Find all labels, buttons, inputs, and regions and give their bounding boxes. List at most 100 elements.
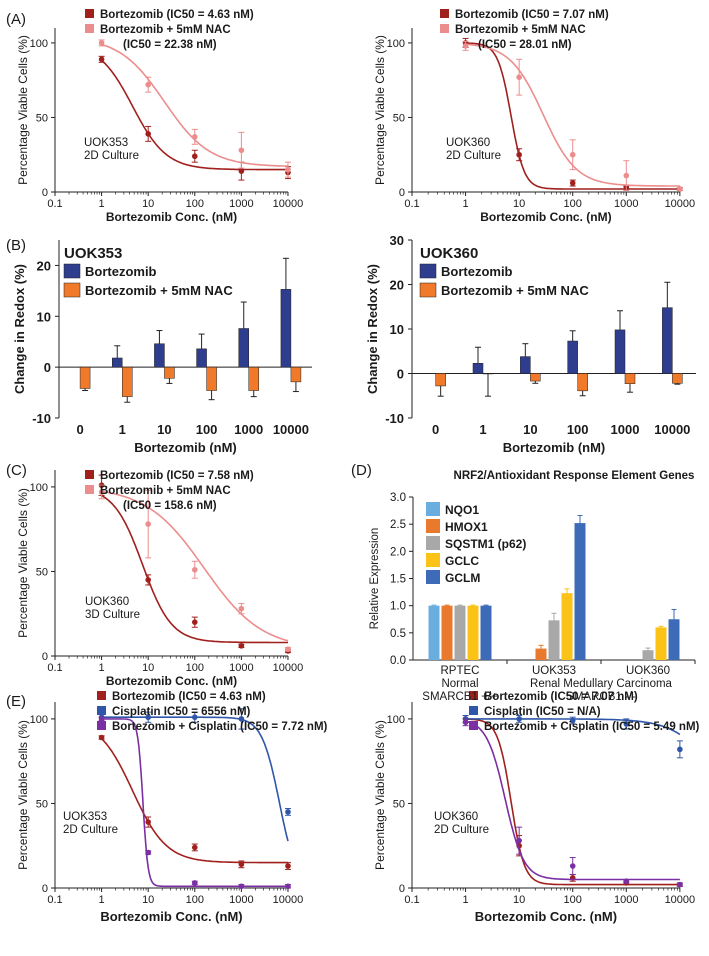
chart-d: 0.0 0.5 1.0 1.5 2.0 2.5 3.0 NRF2/Antioxidant Re… <box>369 470 696 703</box>
series-cisplatin-ic50-6556-nm <box>98 708 291 842</box>
data-point <box>145 577 151 583</box>
bar-bortezomib <box>154 343 165 368</box>
cell-line-annotation: 2D Culture <box>434 824 489 836</box>
series-bortezomib-ic50-7-58-nm <box>98 474 291 654</box>
series-cisplatin-ic50-n-a <box>462 715 683 759</box>
legend-label: Cisplatin (IC50 = N/A) <box>484 706 601 718</box>
x-tick-label: 10 <box>142 662 154 674</box>
category-label: 10000 <box>273 422 309 437</box>
y-tick-label: 2.5 <box>390 519 406 531</box>
category-label: 1 <box>479 422 486 437</box>
bar-bortezomib <box>472 363 484 374</box>
data-point <box>623 878 630 885</box>
legend-ic50-note: (IC50 = 158.6 nM) <box>123 500 217 512</box>
legend-swatch <box>426 519 440 533</box>
legend-label: Bortezomib (IC50 = 7.07 nM) <box>484 691 638 703</box>
bar-hmox1 <box>535 648 547 660</box>
y-tick-label: 100 <box>30 714 48 726</box>
x-tick-label: 10000 <box>273 662 304 674</box>
category-label: 100 <box>196 422 218 437</box>
chart-title: UOK353 <box>64 245 122 262</box>
y-axis-label: Percentage Viable Cells (%) <box>16 488 30 638</box>
legend-swatch <box>469 706 478 715</box>
category-label: 10 <box>157 422 171 437</box>
x-tick-label: 10 <box>513 894 525 906</box>
legend-swatch <box>97 706 106 715</box>
x-tick-label: 1 <box>463 198 469 210</box>
legend-label: NQO1 <box>445 503 479 517</box>
y-tick-label: 0 <box>42 187 48 199</box>
bar-bortezomib <box>280 289 292 368</box>
chart-e-left: 0 50 100 0.1 1 10 100 1000 10000 Bortezomib Conc.… <box>16 691 328 924</box>
data-point <box>98 56 105 63</box>
legend-label: GCLM <box>445 571 480 585</box>
y-tick-label: 100 <box>30 38 48 50</box>
x-tick-label: 10000 <box>665 198 696 210</box>
y-tick-label: 1.0 <box>390 601 406 613</box>
x-tick-label: 1000 <box>229 662 253 674</box>
legend-swatch <box>419 282 437 298</box>
fit-curve <box>101 490 289 642</box>
fit-curve <box>101 716 289 842</box>
y-tick-label: 0 <box>42 651 48 663</box>
data-point <box>98 716 105 722</box>
bar-bortezomib-5mm-nac <box>672 373 683 384</box>
x-tick-label: 0.1 <box>404 198 419 210</box>
legend-label: Bortezomib <box>441 264 513 279</box>
data-point <box>569 863 576 869</box>
data-point <box>145 819 151 825</box>
data-point <box>569 151 576 158</box>
bar-bortezomib <box>520 356 531 374</box>
panel-label-e: (E) <box>6 693 26 710</box>
bar-gclc <box>561 593 573 660</box>
bar-bortezomib <box>614 329 626 374</box>
x-axis-label: Bortezomib (nM) <box>134 440 237 455</box>
bar-bortezomib-5mm-nac <box>435 373 446 387</box>
y-tick-label: -10 <box>32 411 51 426</box>
y-tick-label: 30 <box>390 233 404 248</box>
y-tick-label: 20 <box>390 278 404 293</box>
x-tick-label: 10 <box>142 894 154 906</box>
fit-curve <box>101 718 288 888</box>
data-point <box>623 721 630 727</box>
category-label: 10000 <box>654 422 690 437</box>
x-tick-label: 1000 <box>614 198 638 210</box>
y-axis-label: Change in Redox (%) <box>365 264 380 394</box>
data-point <box>145 521 151 527</box>
fit-curve <box>101 494 288 644</box>
legend-label: Bortezomib <box>85 264 157 279</box>
cell-line-annotation: 2D Culture <box>84 150 139 162</box>
legend-ic50-note: (IC50 = 28.01 nM) <box>478 39 572 51</box>
cell-line-annotation: UOK360 <box>434 811 478 823</box>
category-label: 1000 <box>234 422 263 437</box>
y-axis-label: Percentage Viable Cells (%) <box>16 35 30 185</box>
y-axis-label: Change in Redox (%) <box>12 264 27 394</box>
legend-swatch <box>440 9 449 18</box>
legend-label: SQSTM1 (p62) <box>445 537 526 551</box>
bar-sqstm1-p62 <box>548 620 560 660</box>
legend-swatch <box>63 263 81 279</box>
y-axis-label: Percentage Viable Cells (%) <box>373 35 387 185</box>
y-tick-label: 1.5 <box>390 574 406 586</box>
x-tick-label: 100 <box>186 198 204 210</box>
bar-bortezomib-5mm-nac <box>248 366 259 391</box>
y-tick-label: 0 <box>399 883 405 895</box>
cell-line-annotation: 2D Culture <box>63 824 118 836</box>
bar-bortezomib-5mm-nac <box>624 373 636 384</box>
y-tick-label: 10 <box>37 309 51 324</box>
y-tick-label: 0.5 <box>390 628 406 640</box>
x-tick-label: 100 <box>186 662 204 674</box>
bar-bortezomib-5mm-nac <box>290 366 302 383</box>
bar-bortezomib <box>196 348 207 368</box>
data-point <box>677 881 683 888</box>
legend-label: Bortezomib + 5mM NAC <box>85 283 233 298</box>
bar-gclc <box>467 605 479 660</box>
data-point <box>191 566 198 573</box>
y-tick-label: 50 <box>36 566 48 578</box>
x-tick-label: 1 <box>463 894 469 906</box>
y-axis-label: Percentage Viable Cells (%) <box>16 720 30 870</box>
x-tick-label: 1000 <box>614 894 638 906</box>
x-tick-label: 10 <box>513 198 525 210</box>
series-bortezomib-5mm-nac <box>462 40 683 192</box>
